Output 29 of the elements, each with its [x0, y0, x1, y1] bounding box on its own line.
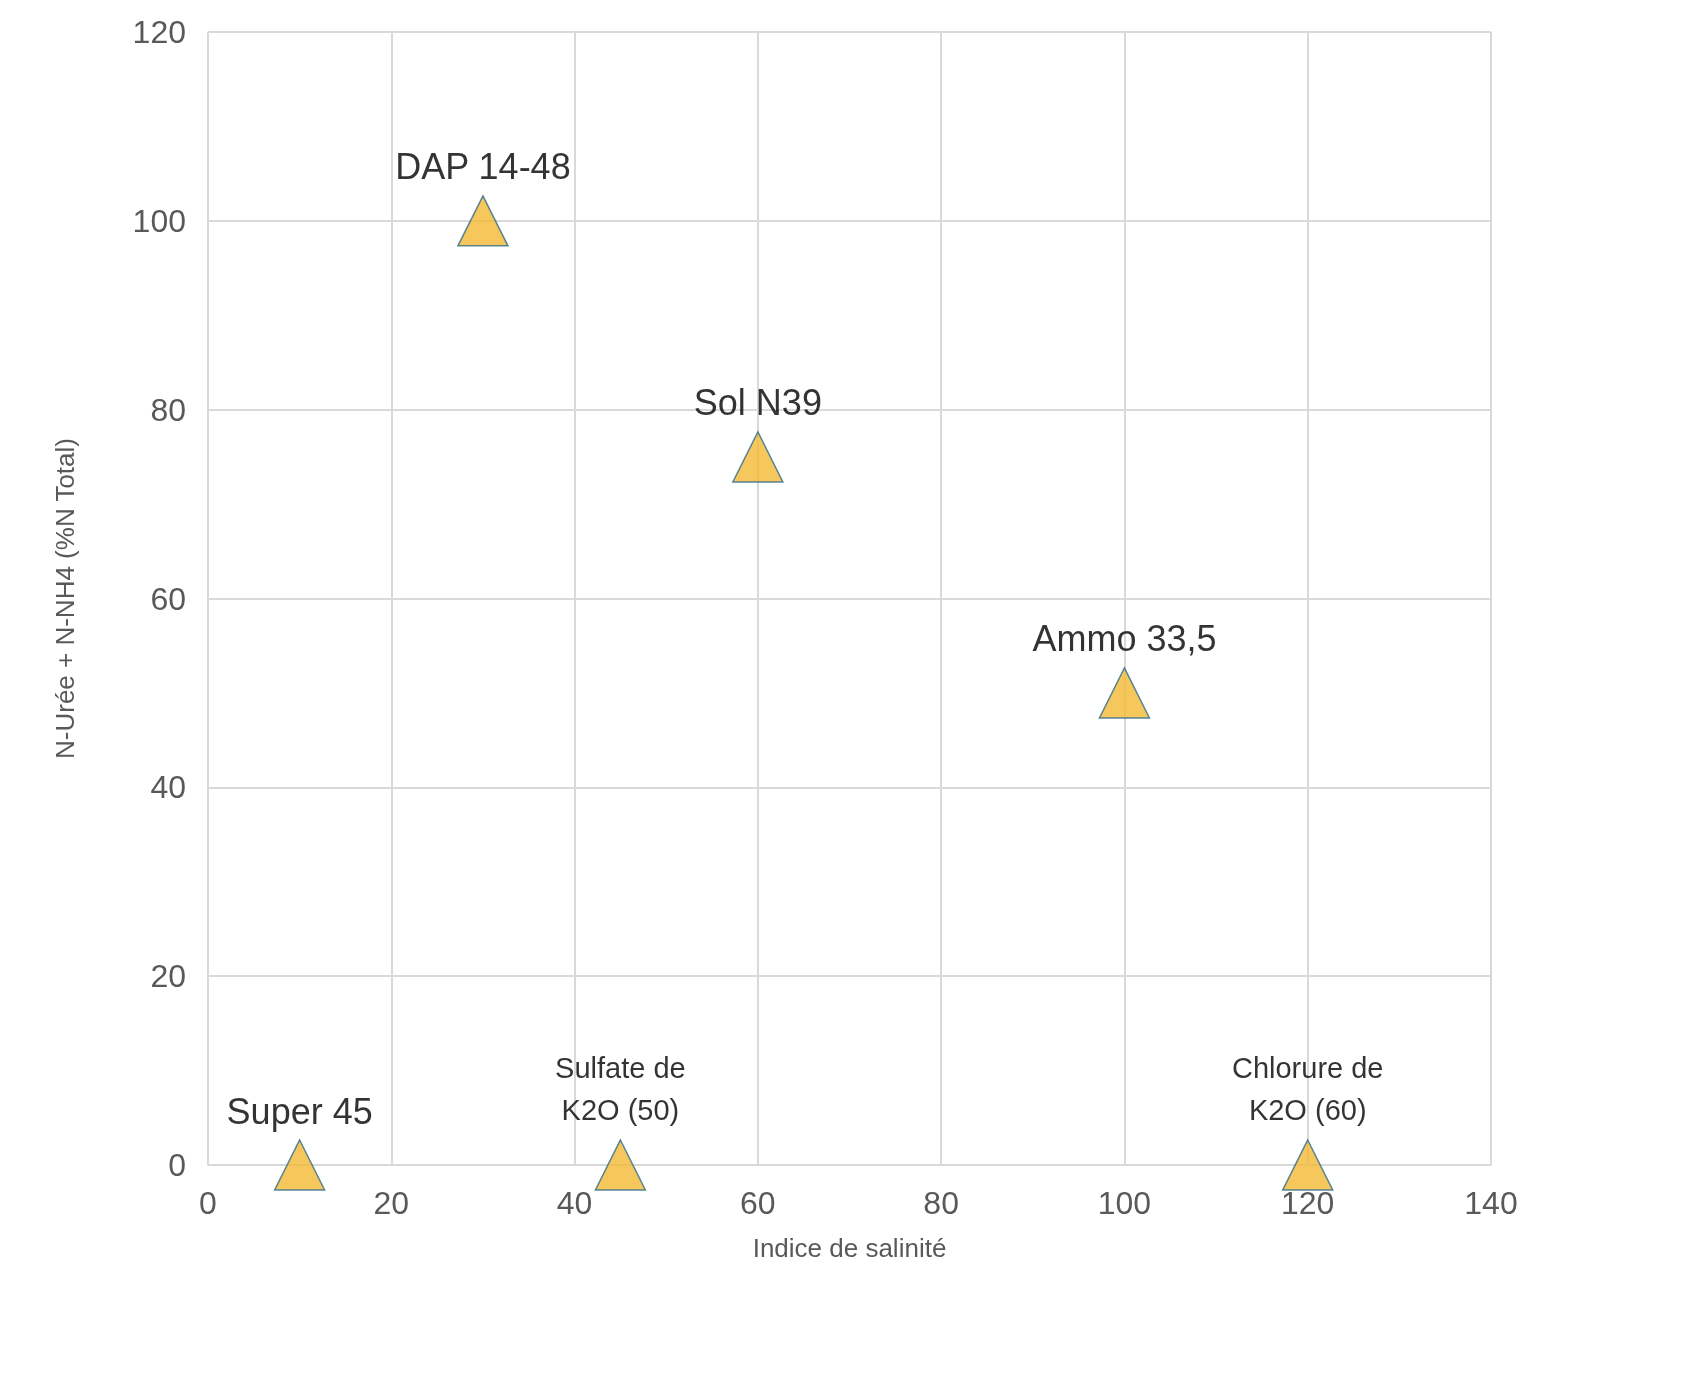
- x-tick-label: 120: [1281, 1185, 1335, 1221]
- x-tick-label: 0: [199, 1185, 217, 1221]
- y-tick-label: 120: [132, 14, 186, 50]
- x-tick-label: 40: [556, 1185, 593, 1221]
- x-tick-label: 140: [1464, 1185, 1518, 1221]
- point: [1281, 1139, 1334, 1191]
- point: [732, 431, 784, 483]
- x-tick-label: 100: [1097, 1185, 1152, 1221]
- y-tick-label: 40: [150, 769, 186, 806]
- x-axis-title: Indice de salinité: [752, 1233, 947, 1263]
- annotation: Sulfate de K2O (50): [555, 1052, 686, 1126]
- point: [273, 1139, 326, 1191]
- y-axis-title: N-Urée + N-NH4 (%N Total): [50, 438, 80, 759]
- y-tick-label: 60: [150, 580, 186, 617]
- y-tick-label: 0: [168, 1147, 186, 1183]
- annotation: Super 45: [226, 1090, 373, 1132]
- annotation: DAP 14-48: [395, 146, 571, 188]
- annotation: Ammo 33,5: [1032, 618, 1217, 660]
- annotation: Chlorure de K2O (60): [1231, 1052, 1384, 1126]
- y-tick-label: 20: [150, 958, 186, 995]
- annotation: Sol N39: [693, 382, 822, 424]
- x-tick-label: 60: [740, 1185, 776, 1221]
- point: [457, 195, 509, 247]
- x-tick-label: 20: [373, 1185, 410, 1221]
- point: [594, 1139, 647, 1191]
- y-tick-label: 80: [150, 391, 186, 428]
- x-tick-label: 80: [923, 1185, 959, 1221]
- point: [1098, 667, 1151, 719]
- y-tick-label: 100: [132, 202, 186, 239]
